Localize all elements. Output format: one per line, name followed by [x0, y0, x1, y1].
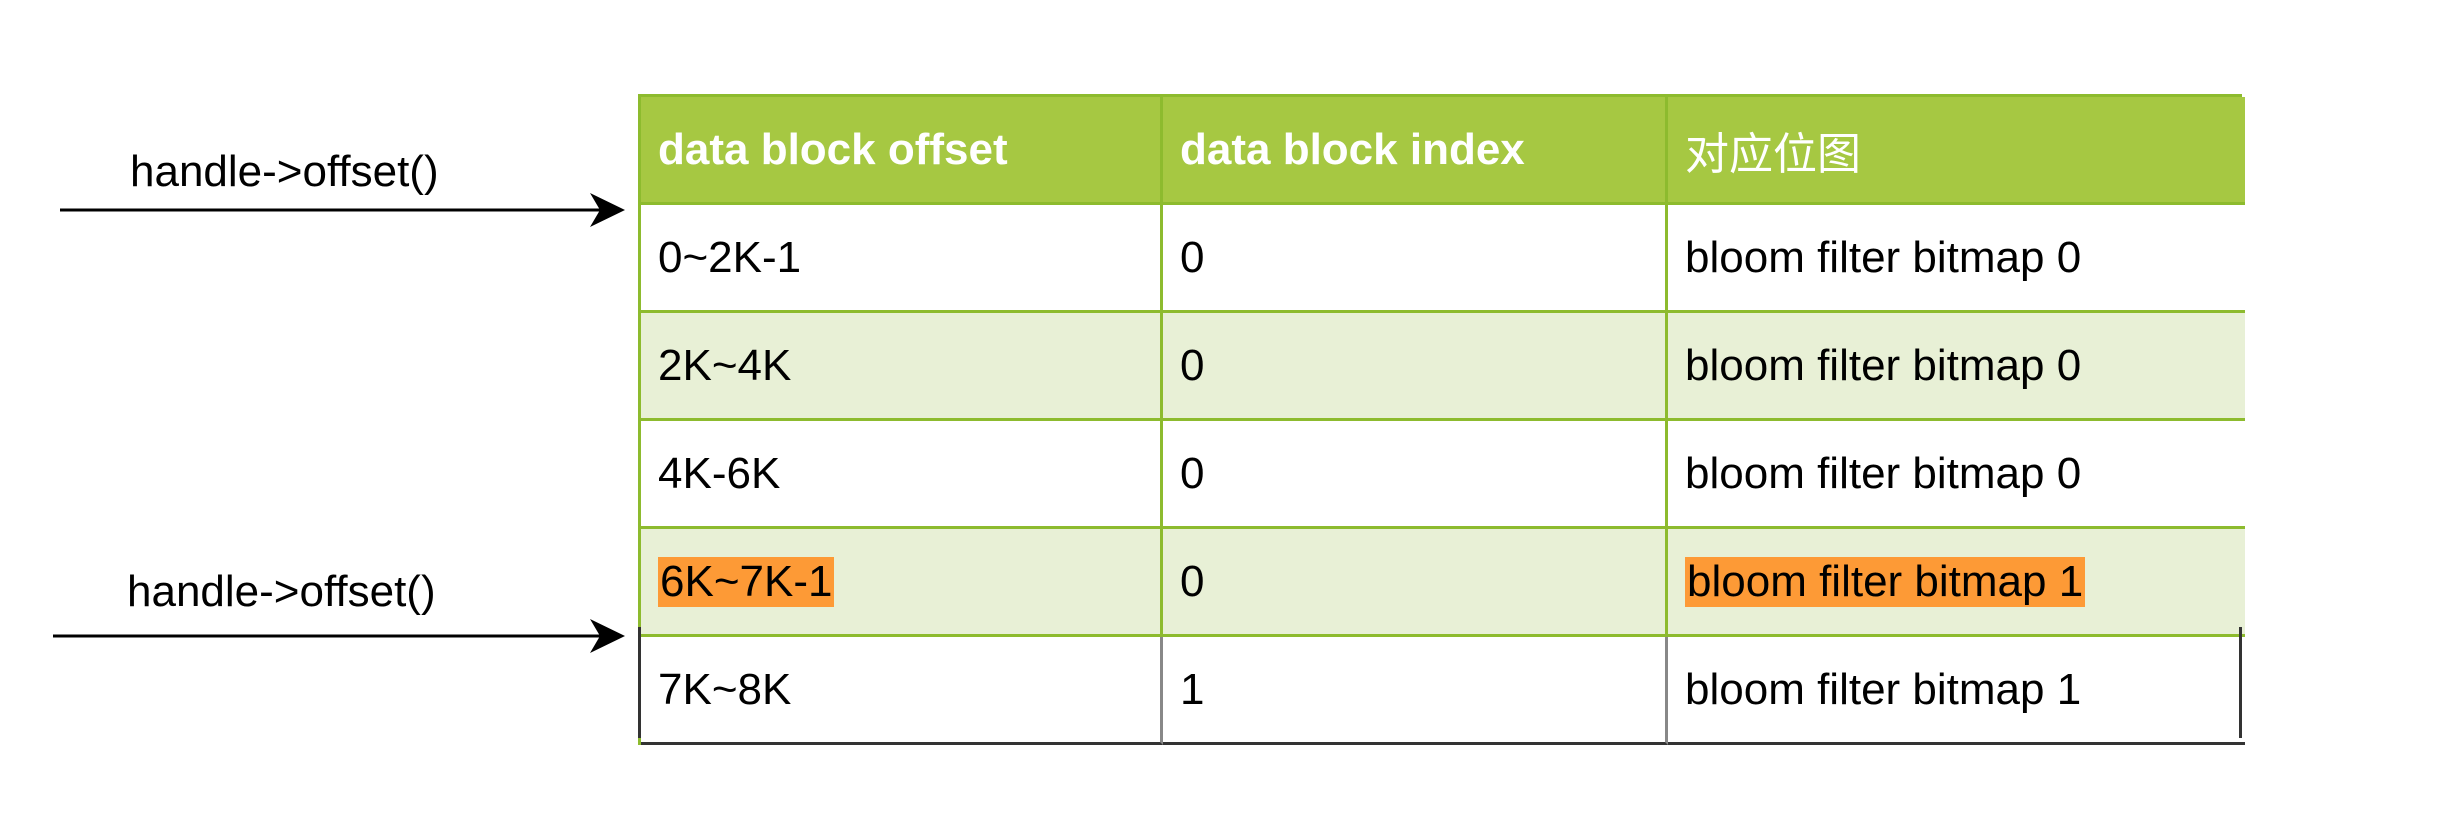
- highlighted-offset: 6K~7K-1: [658, 556, 835, 607]
- cell-offset: 7K~8K: [641, 637, 1163, 745]
- cell-index: 0: [1163, 313, 1668, 421]
- cell-bitmap: bloom filter bitmap 0: [1668, 205, 2245, 313]
- arrow-bottom: [53, 619, 625, 653]
- header-offset: data block offset: [641, 97, 1163, 205]
- offset-bitmap-table: data block offset data block index 对应位图 …: [638, 94, 2245, 745]
- cell-index: 0: [1163, 205, 1668, 313]
- cell-bitmap: bloom filter bitmap 1: [1668, 637, 2245, 745]
- table-border-right-final: [2239, 627, 2242, 738]
- cell-offset: 6K~7K-1: [641, 529, 1163, 637]
- cell-offset: 2K~4K: [641, 313, 1163, 421]
- header-bitmap: 对应位图: [1668, 97, 2245, 205]
- cell-offset: 0~2K-1: [641, 205, 1163, 313]
- cell-index: 0: [1163, 529, 1668, 637]
- arrow-label-bottom: handle->offset(): [127, 567, 436, 616]
- arrow-top: [60, 193, 625, 227]
- highlighted-bitmap: bloom filter bitmap 1: [1685, 556, 2086, 607]
- cell-index: 0: [1163, 421, 1668, 529]
- cell-index: 1: [1163, 637, 1668, 745]
- arrow-label-top: handle->offset(): [130, 147, 439, 196]
- cell-offset: 4K-6K: [641, 421, 1163, 529]
- cell-bitmap: bloom filter bitmap 0: [1668, 313, 2245, 421]
- header-index: data block index: [1163, 97, 1668, 205]
- cell-bitmap: bloom filter bitmap 0: [1668, 421, 2245, 529]
- table-border-left-final: [638, 627, 641, 738]
- cell-bitmap: bloom filter bitmap 1: [1668, 529, 2245, 637]
